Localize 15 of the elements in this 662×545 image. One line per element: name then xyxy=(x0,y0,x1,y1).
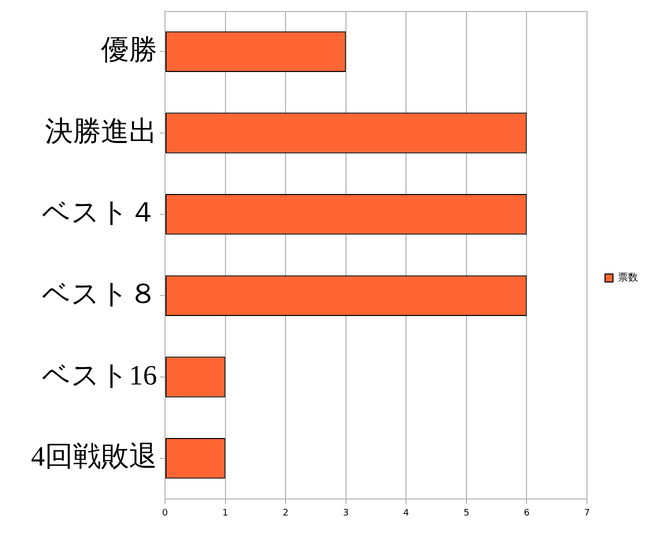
x-tick-label: 5 xyxy=(464,508,470,519)
x-tick-label: 1 xyxy=(222,508,228,519)
y-tick-label: 優勝 xyxy=(101,35,157,66)
x-tick-label: 2 xyxy=(282,508,288,519)
x-tick-label: 3 xyxy=(342,508,349,519)
y-tick-label: ベスト４ xyxy=(42,198,157,229)
x-tick-label: 6 xyxy=(524,508,530,519)
x-tick-label: 7 xyxy=(584,508,590,519)
legend-label: 票数 xyxy=(618,272,638,284)
y-tick-label: 決勝進出 xyxy=(45,116,157,148)
x-tick-label: 0 xyxy=(162,508,168,519)
y-tick-label: ベスト８ xyxy=(42,279,157,310)
y-tick-label: 4回戦敗退 xyxy=(31,442,157,473)
x-tick-label: 4 xyxy=(403,508,410,519)
y-tick-label: ベスト16 xyxy=(42,360,157,392)
